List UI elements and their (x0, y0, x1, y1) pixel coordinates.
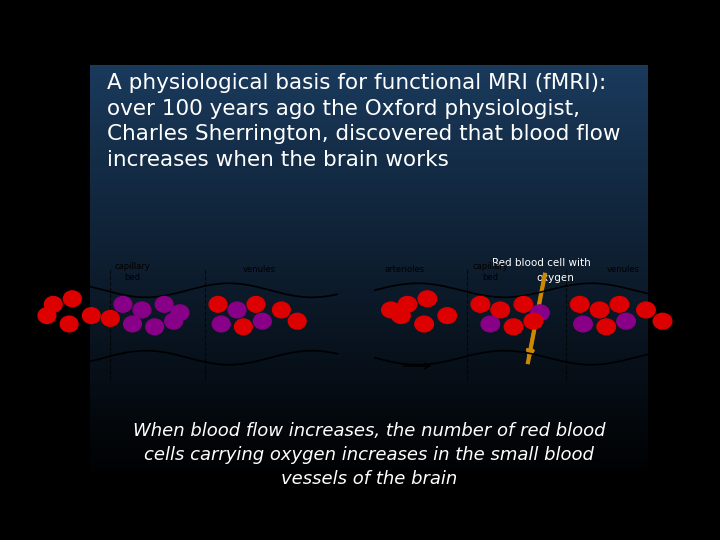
Text: bed: bed (125, 273, 140, 282)
Circle shape (481, 316, 500, 332)
Text: oxygen: oxygen (536, 273, 575, 283)
Circle shape (288, 313, 306, 329)
Text: venules: venules (243, 265, 276, 274)
Circle shape (398, 296, 417, 312)
Text: venules: venules (606, 265, 639, 274)
Circle shape (524, 313, 543, 329)
Circle shape (570, 296, 589, 312)
Circle shape (228, 302, 246, 318)
Circle shape (636, 302, 655, 318)
Circle shape (590, 302, 609, 318)
Circle shape (247, 296, 265, 312)
Circle shape (60, 316, 78, 332)
Circle shape (491, 302, 510, 318)
Circle shape (165, 313, 183, 329)
Text: capillary: capillary (472, 262, 508, 271)
Circle shape (45, 296, 62, 312)
Circle shape (531, 305, 549, 321)
Circle shape (382, 302, 400, 318)
Circle shape (63, 291, 81, 307)
Circle shape (611, 296, 629, 312)
Circle shape (38, 308, 56, 323)
Circle shape (82, 308, 100, 323)
Circle shape (597, 319, 616, 335)
Text: When blood flow increases, the number of red blood
cells carrying oxygen increas: When blood flow increases, the number of… (132, 422, 606, 488)
Text: arterioles: arterioles (31, 265, 71, 274)
Circle shape (392, 308, 410, 323)
Circle shape (504, 319, 523, 335)
Text: Red blood cell with: Red blood cell with (492, 258, 590, 268)
Circle shape (653, 313, 672, 329)
Text: capillary: capillary (114, 262, 150, 271)
Circle shape (212, 316, 230, 332)
Circle shape (471, 296, 490, 312)
Circle shape (272, 302, 290, 318)
Circle shape (418, 291, 436, 307)
Circle shape (145, 319, 163, 335)
Circle shape (617, 313, 635, 329)
Text: A physiological basis for functional MRI (fMRI):
over 100 years ago the Oxford p: A physiological basis for functional MRI… (107, 73, 620, 170)
Circle shape (133, 302, 151, 318)
Circle shape (253, 313, 271, 329)
Circle shape (209, 296, 227, 312)
Circle shape (438, 308, 456, 323)
Circle shape (514, 296, 533, 312)
Text: arterioles: arterioles (384, 265, 425, 274)
Circle shape (235, 319, 252, 335)
Circle shape (171, 305, 189, 321)
Circle shape (415, 316, 433, 332)
Text: bed: bed (482, 273, 498, 282)
Circle shape (574, 316, 593, 332)
Circle shape (102, 310, 120, 326)
Circle shape (124, 316, 141, 332)
Circle shape (114, 296, 132, 312)
Circle shape (156, 296, 173, 312)
